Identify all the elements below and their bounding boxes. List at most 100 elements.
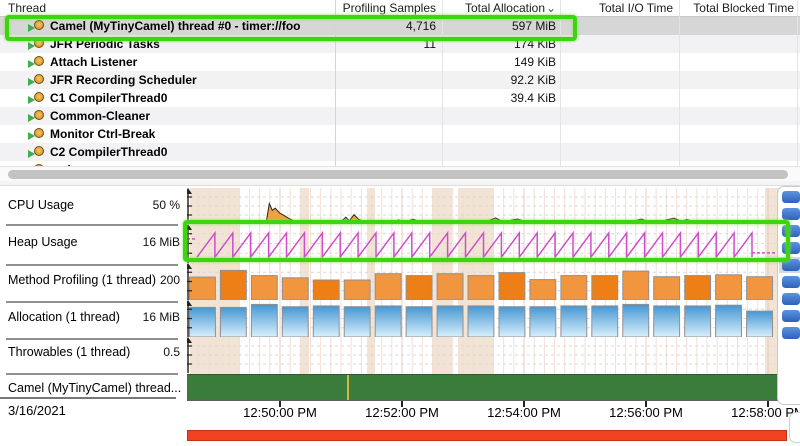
profiling-samples-cell (336, 89, 436, 107)
table-row[interactable]: Common-Cleaner (0, 107, 800, 125)
total-allocation-cell (446, 125, 556, 143)
track-axis-value: 50 % (152, 198, 180, 212)
track-axis-value: 200 (159, 273, 180, 287)
legend-pill-icon[interactable] (782, 225, 800, 237)
track-title: Camel (MyTinyCamel) thread... (8, 381, 182, 395)
total-blocked-cell (682, 71, 792, 89)
total-allocation-cell: 39.4 KiB (510, 91, 556, 105)
method-profiling-chart[interactable] (187, 263, 777, 300)
legend-pill-icon[interactable] (782, 242, 800, 254)
horizontal-scrollbar (0, 166, 800, 181)
cpu-usage-chart[interactable] (187, 188, 777, 224)
total-blocked-cell (682, 89, 792, 107)
total-io-cell (563, 143, 673, 161)
track-axis-value: 16 MiB (142, 310, 180, 324)
time-axis-tick (645, 401, 647, 407)
thread-state-lane[interactable] (187, 374, 788, 401)
table-row[interactable]: Camel (MyTinyCamel) thread #0 - timer://… (0, 17, 800, 35)
total-io-cell (563, 71, 673, 89)
column-header-total-allocation[interactable]: Total Allocation (464, 1, 545, 15)
legend-pill-icon[interactable] (782, 276, 800, 288)
thread-name-cell: Camel (MyTinyCamel) thread #0 - timer://… (28, 17, 301, 35)
time-axis-label: 12:50:00 PM (243, 405, 317, 420)
throwables-chart[interactable] (187, 337, 777, 373)
table-row[interactable]: Attach Listener 149 KiB (0, 53, 800, 71)
time-axis-tick (279, 401, 281, 407)
legend-pill-icon[interactable] (782, 191, 800, 203)
thread-icon (28, 55, 47, 69)
time-range-bar[interactable] (187, 430, 787, 441)
legend-pill-icon[interactable] (782, 327, 800, 339)
table-row[interactable]: Monitor Ctrl-Break (0, 125, 800, 143)
thread-name-cell: JFR Recording Scheduler (28, 71, 197, 89)
table-row[interactable]: JFR Periodic Tasks 11 174 KiB (0, 35, 800, 53)
track-title: Heap Usage (8, 235, 78, 249)
legend-pill-icon[interactable] (782, 293, 800, 305)
track-label-heap[interactable]: Heap Usage 16 MiB (8, 235, 182, 253)
profiling-samples-cell (336, 107, 436, 125)
profiling-samples-cell: 11 (423, 37, 436, 51)
track-label-camel[interactable]: Camel (MyTinyCamel) thread... (8, 381, 182, 399)
track-label-allocation[interactable]: Allocation (1 thread) 16 MiB (8, 310, 182, 328)
track-separator (6, 224, 178, 226)
thread-icon (28, 127, 47, 141)
thread-icon (28, 37, 47, 51)
allocation-chart[interactable] (187, 300, 777, 337)
total-allocation-cell (446, 107, 556, 125)
column-header-total-blocked-time[interactable]: Total Blocked Time (693, 1, 794, 15)
track-label-method[interactable]: Method Profiling (1 thread) 200 (8, 273, 182, 291)
track-axis-value: 16 MiB (142, 235, 180, 249)
total-blocked-cell (682, 107, 792, 125)
track-title: Allocation (1 thread) (8, 310, 120, 324)
table-row[interactable]: C2 CompilerThread0 (0, 143, 800, 161)
thread-icon (28, 163, 47, 166)
table-row[interactable]: main (0, 161, 800, 166)
total-io-cell (563, 107, 673, 125)
column-header-thread[interactable]: Thread (8, 1, 47, 15)
thread-table: Thread Profiling Samples Total Allocatio… (0, 0, 800, 181)
heap-usage-chart[interactable] (187, 224, 777, 263)
thread-name-cell: Monitor Ctrl-Break (28, 125, 155, 143)
column-header-profiling-samples[interactable]: Profiling Samples (342, 1, 436, 15)
track-separator (6, 264, 178, 266)
sort-desc-icon[interactable]: ⌄ (546, 1, 557, 15)
total-io-cell (563, 35, 673, 53)
time-axis-tick (401, 401, 403, 407)
total-io-cell (563, 53, 673, 71)
date-label: 3/16/2021 (8, 403, 66, 418)
thread-icon (28, 109, 47, 123)
track-label-throwables[interactable]: Throwables (1 thread) 0.5 (8, 345, 182, 363)
track-title: Throwables (1 thread) (8, 345, 131, 359)
track-label-cpu[interactable]: CPU Usage 50 % (8, 198, 182, 216)
total-io-cell (563, 125, 673, 143)
lane-event-marker (347, 375, 349, 400)
thread-icon (28, 73, 47, 87)
total-allocation-cell: 174 KiB (513, 37, 556, 51)
table-row[interactable]: C1 CompilerThread0 39.4 KiB (0, 89, 800, 107)
table-row[interactable]: JFR Recording Scheduler 92.2 KiB (0, 71, 800, 89)
thread-name-cell: C1 CompilerThread0 (28, 89, 167, 107)
legend-pill-icon[interactable] (782, 208, 800, 220)
total-blocked-cell (682, 35, 792, 53)
time-axis-label: 12:58:00 PM (731, 405, 800, 420)
horizontal-scrollbar-thumb[interactable] (8, 170, 788, 179)
column-header-total-io-time[interactable]: Total I/O Time (598, 1, 673, 15)
track-title: Method Profiling (1 thread) (8, 273, 156, 287)
thread-name-cell: Common-Cleaner (28, 107, 150, 125)
thread-name-cell: JFR Periodic Tasks (28, 35, 160, 53)
time-axis-tick (523, 401, 525, 407)
legend-pill-icon[interactable] (782, 259, 800, 271)
legend-pill-icon[interactable] (782, 310, 800, 322)
track-separator (6, 301, 178, 303)
table-body: Camel (MyTinyCamel) thread #0 - timer://… (0, 17, 800, 166)
thread-name-cell: main (28, 161, 78, 166)
thread-icon (28, 19, 47, 33)
timeline-chart-region[interactable] (187, 186, 788, 446)
total-io-cell (563, 89, 673, 107)
date-separator (0, 397, 176, 399)
track-separator (6, 338, 178, 340)
total-blocked-cell (682, 143, 792, 161)
total-blocked-cell (682, 125, 792, 143)
profiling-samples-cell (336, 125, 436, 143)
